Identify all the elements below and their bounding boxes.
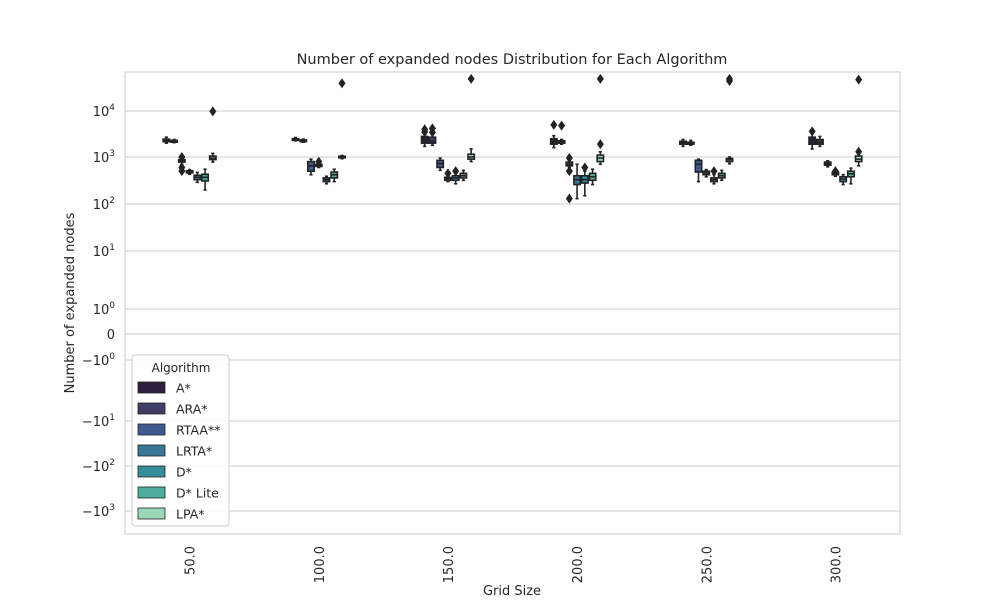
outlier-point [831,166,839,177]
series-LPA* [208,73,863,167]
series-ARA* [170,120,824,148]
outlier-point [209,106,217,117]
y-tick-label: −102 [82,458,115,475]
y-tick-label: −101 [82,413,115,430]
legend-label: LRTA* [176,444,212,459]
x-axis-label: Grid Size [483,584,541,599]
y-tick-label: 101 [93,243,115,260]
outlier-point [596,73,604,84]
outlier-point [808,126,816,137]
legend-swatch [137,507,166,520]
x-tick-label: 150.0 [442,546,457,583]
box-body [694,159,703,173]
outlier-point [565,153,573,164]
y-tick-label: 100 [93,301,116,318]
y-tick-exponent: 0 [109,352,115,362]
outlier-point [558,120,566,131]
y-tick-label: 102 [93,196,115,213]
y-tick-base: −10 [82,354,109,369]
outlier-point [550,119,558,130]
y-tick-base: 10 [93,303,110,318]
outlier-point [855,74,863,85]
series-D* Lite [201,167,855,191]
legend-label: LPA* [176,507,205,522]
legend-label: RTAA** [176,423,220,438]
box-body [428,136,437,144]
outlier-point [315,156,323,167]
legend-swatch [137,381,166,394]
y-tick-label: −100 [82,352,115,369]
outlier-point [467,73,475,84]
x-tick-label: 50.0 [184,546,199,575]
x-tick-label: 100.0 [313,546,328,583]
outlier-point [178,152,186,162]
y-tick-base: −10 [82,460,109,475]
box-series [162,73,863,204]
outlier-point [710,166,718,177]
y-tick-label: −103 [82,503,115,520]
y-tick-base: −10 [82,415,109,430]
outlier-point [855,146,863,157]
legend-label: D* [176,465,192,480]
x-axis-tick-labels: 50.0 100.0 150.0 200.0 250.0 300.0 [184,546,845,583]
y-tick-exponent: 4 [109,103,115,113]
legend-swatch [137,402,166,415]
y-tick-exponent: 3 [109,149,115,159]
y-tick-base: 0 [107,328,115,343]
series-A* [162,119,817,150]
y-tick-label: 104 [93,103,116,120]
outlier-point [596,139,604,150]
series-D* [193,162,848,197]
y-tick-exponent: 2 [109,196,115,206]
outlier-point [421,124,429,135]
y-tick-label: 103 [93,149,115,166]
outlier-point [581,162,589,173]
legend-label: ARA* [176,402,208,417]
legend-swatch [137,444,166,457]
y-tick-base: 10 [93,198,110,213]
y-tick-exponent: 3 [109,503,115,513]
plot-area-frame [124,71,901,535]
x-tick-label: 300.0 [829,546,844,583]
x-tick-label: 250.0 [700,546,715,583]
legend-label: D* Lite [176,486,219,501]
chart-title: Number of expanded nodes Distribution fo… [297,52,728,68]
outlier-point [565,193,573,204]
legend-title: Algorithm [152,361,211,375]
y-tick-base: 10 [93,245,110,260]
y-tick-exponent: 1 [109,413,115,423]
y-tick-base: 10 [93,151,110,166]
y-axis-label: Number of expanded nodes [63,212,78,393]
outlier-point [452,166,460,177]
legend: Algorithm A* ARA* RTAA** LRTA* D* D* Lite LPA* [131,354,230,527]
series-RTAA** [177,152,832,204]
series-LRTA* [185,156,840,200]
outlier-point [444,168,452,179]
outlier-point [428,123,436,134]
outlier-point [726,73,733,84]
legend-swatch [137,465,166,478]
y-tick-exponent: 0 [109,301,115,311]
y-tick-base: −10 [82,505,109,520]
y-tick-exponent: 1 [109,243,115,253]
outlier-point [565,166,573,177]
y-tick-base: 10 [93,105,110,120]
outlier-point [338,78,346,89]
y-tick-exponent: 2 [109,458,115,468]
x-tick-label: 200.0 [571,546,586,583]
y-tick-label: 0 [107,328,115,343]
outlier-point [178,162,186,173]
legend-label: A* [176,381,191,396]
legend-frame [131,354,230,527]
legend-swatch [137,423,166,436]
legend-swatch [137,486,166,499]
grid-lines [125,110,900,512]
